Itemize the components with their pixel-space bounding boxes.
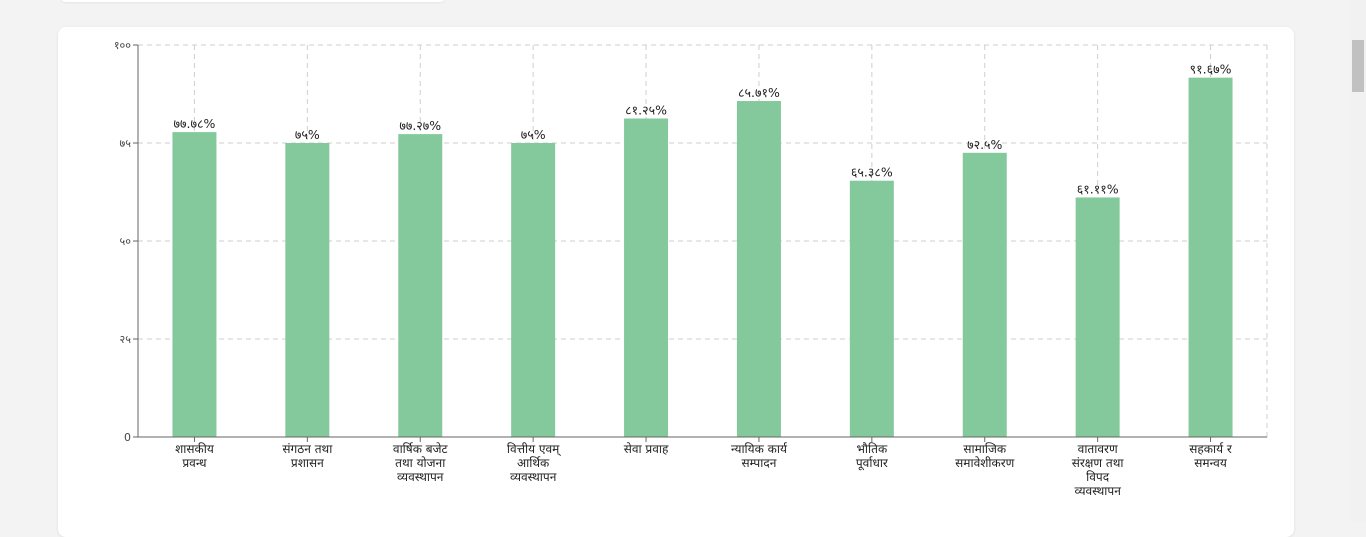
x-category-label: सामाजिक समावेशीकरण: [955, 442, 1014, 470]
bar-value-label: ९१.६७%: [1190, 62, 1232, 77]
bar[interactable]: [1075, 197, 1120, 437]
x-category-label-line: समावेशीकरण: [955, 456, 1014, 470]
bar[interactable]: [849, 180, 894, 438]
x-category-label-line: समन्वय: [1194, 456, 1228, 470]
x-category-label: शासकीय प्रवन्ध: [175, 442, 215, 470]
x-category-label-line: वित्तीय एवम्: [507, 442, 561, 457]
bar-value-label: ७२.५%: [967, 137, 1002, 152]
bar[interactable]: [285, 143, 330, 437]
x-category-label: वातावरण संरक्षण तथा विपद व्यवस्थापन: [1072, 442, 1125, 498]
x-category-label-line: प्रशासन: [291, 456, 324, 470]
x-category-label-line: आर्थिक: [517, 456, 550, 470]
x-category-label-line: संगठन तथा: [282, 442, 333, 456]
y-tick-label: १००: [114, 39, 131, 52]
bar-value-label: ८५.७१%: [738, 85, 780, 100]
x-category-label-line: व्यवस्थापन: [510, 470, 557, 484]
x-category-label-line: वार्षिक बजेट: [393, 442, 449, 456]
bar-value-label: ७७.२७%: [399, 118, 441, 133]
x-category-label-line: सामाजिक: [963, 442, 1007, 456]
bar[interactable]: [511, 143, 556, 437]
bar-value-label: ६५.३८%: [851, 165, 893, 180]
bar-value-label: ७५%: [521, 127, 546, 142]
x-category-label: सेवा प्रवाह: [624, 442, 669, 456]
y-tick-label: 0: [124, 431, 131, 444]
x-category-label: सहकार्य र समन्वय: [1189, 442, 1233, 470]
bar[interactable]: [962, 152, 1007, 438]
x-category-label-line: भौतिक: [856, 442, 887, 456]
x-category-label-line: तथा योजना: [395, 456, 446, 470]
x-category-label-line: व्यवस्थापन: [397, 470, 444, 484]
x-category-label-line: वातावरण: [1078, 442, 1118, 456]
bar[interactable]: [1188, 77, 1233, 438]
y-tick-label: ५०: [120, 235, 132, 248]
x-category-label-line: विपद: [1086, 470, 1110, 484]
y-tick-label: ७५: [120, 137, 132, 150]
bar[interactable]: [736, 101, 781, 438]
bar-chart: 0 २५ ५० ७५ १०० ७७.७८% शासकीय प्रवन्ध ७५% संगठन तथ…: [114, 39, 1268, 498]
bar-value-label: ७५%: [295, 127, 320, 142]
x-category-label: वार्षिक बजेट तथा योजना व्यवस्थापन: [393, 442, 449, 484]
x-category-label: संगठन तथा प्रशासन: [282, 442, 333, 470]
labels: 0 २५ ५० ७५ १०० ७७.७८% शासकीय प्रवन्ध ७५% संगठन तथ…: [114, 39, 1233, 498]
x-category-label-line: सहकार्य र: [1189, 442, 1233, 456]
scrollbar-track[interactable]: [1350, 0, 1366, 522]
bar-value-label: ६१.११%: [1077, 181, 1119, 196]
bar-value-label: ८१.२५%: [625, 103, 667, 118]
bar[interactable]: [624, 118, 669, 438]
x-category-label-line: प्रवन्ध: [182, 456, 207, 470]
y-tick-label: २५: [120, 333, 132, 346]
bars: [172, 77, 1233, 438]
x-category-label: भौतिक पूर्वाधार: [856, 442, 889, 471]
x-category-label-line: सम्पादन: [741, 456, 776, 470]
bar[interactable]: [398, 134, 443, 437]
x-category-label-line: संरक्षण तथा: [1072, 456, 1125, 470]
bar-value-label: ७७.७८%: [174, 116, 216, 131]
x-category-label-line: सेवा प्रवाह: [624, 442, 669, 456]
scrollbar-thumb[interactable]: [1352, 40, 1364, 92]
top-card-edge: [60, 0, 446, 2]
x-category-label: वित्तीय एवम् आर्थिक व्यवस्थापन: [507, 442, 561, 484]
axes: [133, 44, 1267, 442]
x-category-label-line: व्यवस्थापन: [1074, 484, 1121, 498]
x-category-label-line: न्यायिक कार्य: [731, 442, 788, 456]
x-category-label-line: पूर्वाधार: [856, 456, 889, 471]
x-category-label-line: शासकीय: [175, 442, 215, 456]
bar[interactable]: [172, 132, 217, 437]
x-category-label: न्यायिक कार्य सम्पादन: [731, 442, 788, 470]
